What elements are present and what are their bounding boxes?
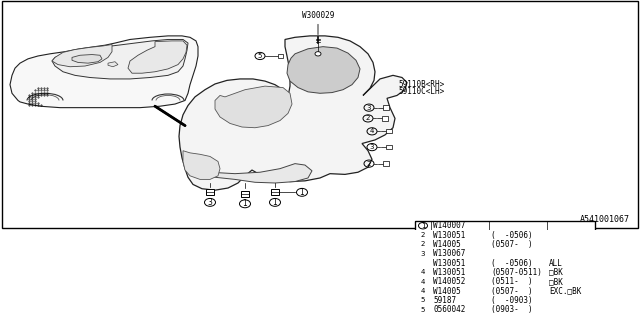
Text: 1: 1 <box>273 198 277 207</box>
Bar <box>278 54 283 58</box>
Text: 5: 5 <box>421 297 425 303</box>
Bar <box>241 191 249 196</box>
Text: 2: 2 <box>421 241 425 247</box>
Polygon shape <box>72 54 102 63</box>
Text: 5: 5 <box>421 307 425 313</box>
Bar <box>383 106 389 110</box>
Text: 4: 4 <box>421 279 425 285</box>
Text: 0560042: 0560042 <box>433 305 465 314</box>
Text: (0507-  ): (0507- ) <box>491 240 532 249</box>
Bar <box>415 286 595 296</box>
Polygon shape <box>190 164 312 183</box>
Bar <box>382 116 388 121</box>
Polygon shape <box>179 36 407 190</box>
Text: W130051: W130051 <box>433 268 465 277</box>
Text: W14005: W14005 <box>433 240 461 249</box>
Text: 5: 5 <box>258 53 262 59</box>
Text: 4: 4 <box>421 288 425 294</box>
Bar <box>415 221 595 314</box>
Text: □BK: □BK <box>549 277 563 286</box>
Polygon shape <box>215 86 292 128</box>
Text: 4: 4 <box>370 128 374 134</box>
Text: 1: 1 <box>243 199 248 208</box>
Bar <box>206 189 214 195</box>
Text: 59110C<LH>: 59110C<LH> <box>398 87 444 96</box>
Text: 2: 2 <box>421 232 425 238</box>
Text: 2: 2 <box>367 161 371 167</box>
Text: 3: 3 <box>370 144 374 150</box>
Text: W130067: W130067 <box>433 249 465 258</box>
Text: EXC.□BK: EXC.□BK <box>549 286 581 295</box>
Bar <box>415 240 595 249</box>
Text: W130051: W130051 <box>433 259 465 268</box>
Bar <box>386 129 392 133</box>
Polygon shape <box>183 151 220 180</box>
Polygon shape <box>287 47 360 93</box>
Text: (0507-  ): (0507- ) <box>491 286 532 295</box>
Polygon shape <box>108 62 118 67</box>
Bar <box>383 162 389 166</box>
Circle shape <box>315 52 321 56</box>
Text: 1: 1 <box>420 223 425 229</box>
Text: W300029: W300029 <box>302 11 334 20</box>
Polygon shape <box>52 39 188 79</box>
Text: 59110B<RH>: 59110B<RH> <box>398 80 444 89</box>
Text: (  -0506): ( -0506) <box>491 259 532 268</box>
Text: W14005: W14005 <box>433 286 461 295</box>
Text: (0903-  ): (0903- ) <box>491 305 532 314</box>
Text: (0507-0511): (0507-0511) <box>491 268 542 277</box>
Polygon shape <box>128 41 187 73</box>
Text: W140007: W140007 <box>433 221 465 230</box>
Text: W130051: W130051 <box>433 230 465 240</box>
Text: W140052: W140052 <box>433 277 465 286</box>
Text: 3: 3 <box>420 251 425 257</box>
Text: (  -0903): ( -0903) <box>491 296 532 305</box>
Text: 3: 3 <box>367 105 371 111</box>
Text: 59187: 59187 <box>433 296 456 305</box>
Polygon shape <box>10 36 198 108</box>
Text: 2: 2 <box>366 116 370 121</box>
Text: (0511-  ): (0511- ) <box>491 277 532 286</box>
Text: □BK: □BK <box>549 268 563 277</box>
Text: 3: 3 <box>207 198 212 207</box>
Bar <box>415 277 595 286</box>
Text: A541001067: A541001067 <box>580 215 630 224</box>
Text: (  -0506): ( -0506) <box>491 230 532 240</box>
Bar <box>415 268 595 277</box>
Bar <box>386 145 392 149</box>
Bar <box>271 189 279 195</box>
Polygon shape <box>52 44 112 67</box>
Text: 4: 4 <box>421 269 425 275</box>
Text: 1: 1 <box>300 188 305 197</box>
Bar <box>415 230 595 240</box>
Bar <box>415 221 595 314</box>
Text: ALL: ALL <box>549 259 563 268</box>
